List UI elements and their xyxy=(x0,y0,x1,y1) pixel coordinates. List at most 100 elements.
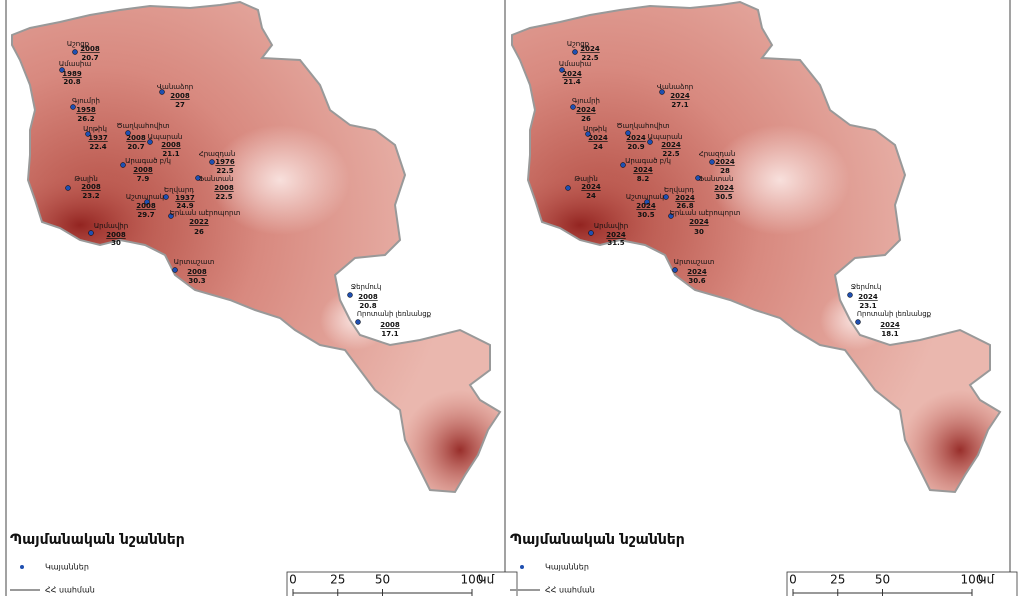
station-name: Վանաձոր xyxy=(657,83,693,91)
station-name: Ապարան xyxy=(648,133,683,141)
station xyxy=(355,319,361,325)
station-year: 2024 xyxy=(562,70,582,78)
station-name: Ջերմուկ xyxy=(851,283,882,291)
station-year: 2024 xyxy=(670,92,690,100)
station-value: 26.2 xyxy=(77,115,94,123)
map-panel: Աշոցք202422.5Ամասիա202421.4Վանաձոր202427… xyxy=(510,1,1018,596)
station xyxy=(172,267,178,273)
station xyxy=(572,49,578,55)
station-name: Աշոցք xyxy=(567,40,590,48)
station xyxy=(195,175,201,181)
station-year: 2024 xyxy=(633,166,653,174)
station-value: 30 xyxy=(694,228,704,236)
scale-box xyxy=(286,571,518,596)
scale-label: 25 xyxy=(330,573,345,587)
station-year: 1976 xyxy=(215,158,235,166)
station-year: 2024 xyxy=(606,231,626,239)
legend-item: Կայաններ xyxy=(45,563,89,572)
station-year: 2008 xyxy=(106,231,126,239)
station-value: 30.5 xyxy=(637,211,654,219)
station-year: 2024 xyxy=(689,218,709,226)
station-value: 24.9 xyxy=(176,202,193,210)
station xyxy=(663,194,669,200)
station-value: 21.1 xyxy=(162,150,179,158)
station-value: 18.1 xyxy=(881,330,898,338)
station-name: Թալին xyxy=(74,175,98,183)
station-value: 24 xyxy=(586,192,596,200)
station-year: 2024 xyxy=(636,202,656,210)
station-year: 2024 xyxy=(626,134,646,142)
station xyxy=(120,162,126,168)
station-name: Վանաձոր xyxy=(157,83,193,91)
station xyxy=(668,213,674,219)
station xyxy=(347,292,353,298)
station-year: 2022 xyxy=(189,218,209,226)
station-value: 27.1 xyxy=(671,101,688,109)
scale-unit: Կմ xyxy=(478,573,495,587)
station-name: Ֆանտան xyxy=(199,175,234,183)
station-name: Որոտանի լեռնանցք xyxy=(857,310,932,318)
station-year: 2024 xyxy=(576,106,596,114)
station-name: Հրազդան xyxy=(699,150,736,158)
station-value: 26.8 xyxy=(676,202,693,210)
relief xyxy=(710,125,850,235)
station-name: Արթիկ xyxy=(583,125,607,133)
station xyxy=(168,213,174,219)
station-name: Որոտանի լեռնանցք xyxy=(357,310,432,318)
station-name: Հրազդան xyxy=(199,150,236,158)
station-year: 1937 xyxy=(175,194,195,202)
station-name: Գյումրի xyxy=(572,97,600,105)
station xyxy=(125,130,131,136)
legend-dot xyxy=(520,565,524,569)
scale-unit: Կմ xyxy=(978,573,995,587)
station-year: 2024 xyxy=(715,158,735,166)
station xyxy=(147,139,153,145)
station xyxy=(70,104,76,110)
station-value: 8.2 xyxy=(637,175,650,183)
station-value: 30 xyxy=(111,239,121,247)
station-name: Ծաղկահովիտ xyxy=(116,122,169,130)
station-value: 20.8 xyxy=(359,302,376,310)
legend-item: ՀՀ սահման xyxy=(545,586,595,595)
scale-label: 0 xyxy=(789,573,797,587)
station-name: Ջերմուկ xyxy=(351,283,382,291)
station xyxy=(559,67,565,73)
station-value: 26 xyxy=(194,228,204,236)
scale-label: 50 xyxy=(875,573,890,587)
station-name: Ֆանտան xyxy=(699,175,734,183)
scale-label: 0 xyxy=(289,573,297,587)
legend-dot xyxy=(20,565,24,569)
station-value: 23.1 xyxy=(859,302,876,310)
station xyxy=(620,162,626,168)
station-year: 2008 xyxy=(126,134,146,142)
station-name: Ծաղկահովիտ xyxy=(616,122,669,130)
relief xyxy=(512,170,670,280)
station-name: Արմավիր xyxy=(94,222,128,230)
relief xyxy=(900,390,1000,492)
station-value: 20.9 xyxy=(627,143,644,151)
station-name: Աշտարակ xyxy=(626,193,664,201)
station-name: Արտաշատ xyxy=(674,258,715,266)
station-name: Արթիկ xyxy=(83,125,107,133)
station-name: Արագած բ/կ xyxy=(625,157,671,165)
scale-box xyxy=(786,571,1018,596)
station-year: 2024 xyxy=(580,45,600,53)
station-name: Թալին xyxy=(574,175,598,183)
station-year: 2008 xyxy=(81,183,101,191)
station xyxy=(65,185,71,191)
legend-title: Պայմանական նշաններ xyxy=(10,532,185,548)
station-value: 22.5 xyxy=(581,54,598,62)
station-year: 2024 xyxy=(687,268,707,276)
station xyxy=(588,230,594,236)
station-name: Եղվարդ xyxy=(664,186,694,194)
station-year: 2024 xyxy=(858,293,878,301)
station-name: Արտաշատ xyxy=(174,258,215,266)
station-value: 28 xyxy=(720,167,730,175)
station-value: 22.5 xyxy=(216,167,233,175)
station-year: 2024 xyxy=(880,321,900,329)
legend-title: Պայմանական նշաններ xyxy=(510,532,685,548)
station-name: Ամասիա xyxy=(59,60,91,68)
station-value: 22.5 xyxy=(215,193,232,201)
station xyxy=(695,175,701,181)
